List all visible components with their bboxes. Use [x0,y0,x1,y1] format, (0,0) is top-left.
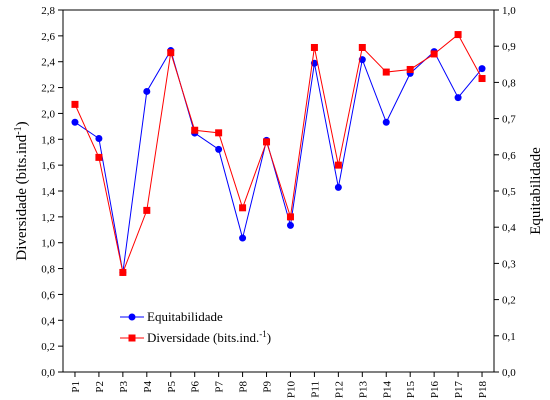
x-tick-label: P16 [429,381,441,399]
right-tick-label: 0,9 [502,41,516,53]
right-tick-label: 0,2 [502,295,516,307]
data-point-diversidade [382,68,390,76]
x-tick-label: P6 [190,381,202,393]
left-axis-title-main: Diversidade (bits.ind [14,134,30,260]
x-tick-label: P7 [214,381,226,393]
data-point-equitabilidade [143,87,151,95]
left-tick-label: 1,0 [41,238,55,250]
data-point-diversidade [71,100,79,108]
left-axis-title-superscript: -1 [13,126,24,134]
x-tick-label: P17 [453,381,465,399]
data-point-equitabilidade [286,221,294,229]
data-point-equitabilidade [454,94,462,102]
right-tick-label: 0,4 [502,222,516,234]
left-tick-label: 2,2 [41,83,55,95]
series-line-diversidade [74,33,483,275]
data-point-equitabilidade [239,234,247,242]
data-point-diversidade [334,161,342,169]
x-tick-label: P12 [333,381,345,398]
x-tick-label: P11 [309,381,321,398]
data-point-diversidade [119,268,127,276]
right-tick-label: 0,6 [502,150,516,162]
data-point-diversidade [263,138,271,146]
legend-equitabilidade-label: Equitabilidade [147,309,223,324]
data-point-diversidade [239,204,247,212]
x-tick-label: P4 [142,381,154,393]
x-tick-label: P14 [381,381,393,399]
x-tick-label: P10 [285,381,297,399]
legend-diversidade-label-superscript: -1 [259,329,267,339]
x-tick-label: P5 [166,381,178,393]
x-tick-label: P9 [262,381,274,393]
left-tick-label: 2,0 [41,108,55,120]
x-tick-label: P13 [357,381,369,399]
left-tick-label: 1,2 [41,212,55,224]
right-tick-label: 0,3 [502,258,516,270]
data-point-diversidade [215,129,223,137]
left-axis-ticks: 0,0 0,2 0,4 0,6 0,8 1,0 1,2 1,4 1,6 1,8 2,0 2,2 2,4 2… [41,5,63,379]
series-layer [71,31,486,276]
x-axis-ticks: P1 P2 P3 P4 P5 P6 P7 P8 P9 P10 P11 P12 P13 P14 P15 P16 P… [70,372,489,398]
right-tick-label: 1,0 [502,5,516,17]
left-tick-label: 0,6 [41,289,55,301]
left-axis-title: Diversidade (bits.ind-1) [13,121,31,260]
data-point-diversidade [430,50,438,58]
left-tick-label: 0,4 [41,315,55,327]
data-point-diversidade [167,49,175,57]
right-tick-label: 0,0 [502,367,516,379]
x-tick-label: P18 [477,381,489,399]
legend-equitabilidade-marker [128,313,136,321]
legend-diversidade-label-main: Diversidade (bits.ind. [147,330,259,345]
x-tick-label: P15 [405,381,417,399]
right-axis-title: Equitabilidade [528,147,544,235]
data-point-diversidade [95,153,103,161]
left-tick-label: 1,8 [41,134,55,146]
legend-diversidade-label: Diversidade (bits.ind.-1) [147,329,271,345]
left-tick-label: 1,6 [41,160,55,172]
legend-diversidade-marker [128,334,136,342]
data-point-equitabilidade [95,135,103,143]
data-point-diversidade [191,126,199,134]
left-tick-label: 1,4 [41,186,55,198]
left-tick-label: 2,8 [41,5,55,17]
right-axis-ticks: 0,0 0,1 0,2 0,3 0,4 0,5 0,6 0,7 0,8 0,9 1,0 [494,5,516,379]
data-point-equitabilidade [382,118,390,126]
x-tick-label: P8 [238,381,250,393]
plot-frame [62,9,495,373]
series-line-equitabilidade [74,49,483,273]
right-tick-label: 0,5 [502,186,516,198]
right-tick-label: 0,1 [502,331,516,343]
left-tick-label: 0,2 [41,341,55,353]
left-tick-label: 2,4 [41,57,55,69]
x-tick-label: P2 [94,381,106,393]
right-tick-label: 0,7 [502,114,516,126]
data-point-diversidade [286,213,294,221]
data-point-equitabilidade [334,183,342,191]
data-point-diversidade [406,65,414,73]
left-tick-label: 0,8 [41,264,55,276]
data-point-equitabilidade [215,145,223,153]
data-point-equitabilidade [478,65,486,73]
right-tick-label: 0,8 [502,77,516,89]
data-point-diversidade [478,75,486,83]
legend-diversidade-label-end: ) [267,330,271,345]
data-point-diversidade [143,206,151,214]
left-tick-label: 2,6 [41,31,55,43]
x-tick-label: P3 [118,381,130,393]
data-point-equitabilidade [71,118,79,126]
data-point-diversidade [358,43,366,51]
data-point-diversidade [310,43,318,51]
x-tick-label: P1 [70,381,82,393]
left-axis-title-end: ) [14,121,30,126]
legend: Equitabilidade Diversidade (bits.ind.-1) [120,309,271,345]
left-tick-label: 0,0 [41,367,55,379]
data-point-diversidade [454,31,462,39]
